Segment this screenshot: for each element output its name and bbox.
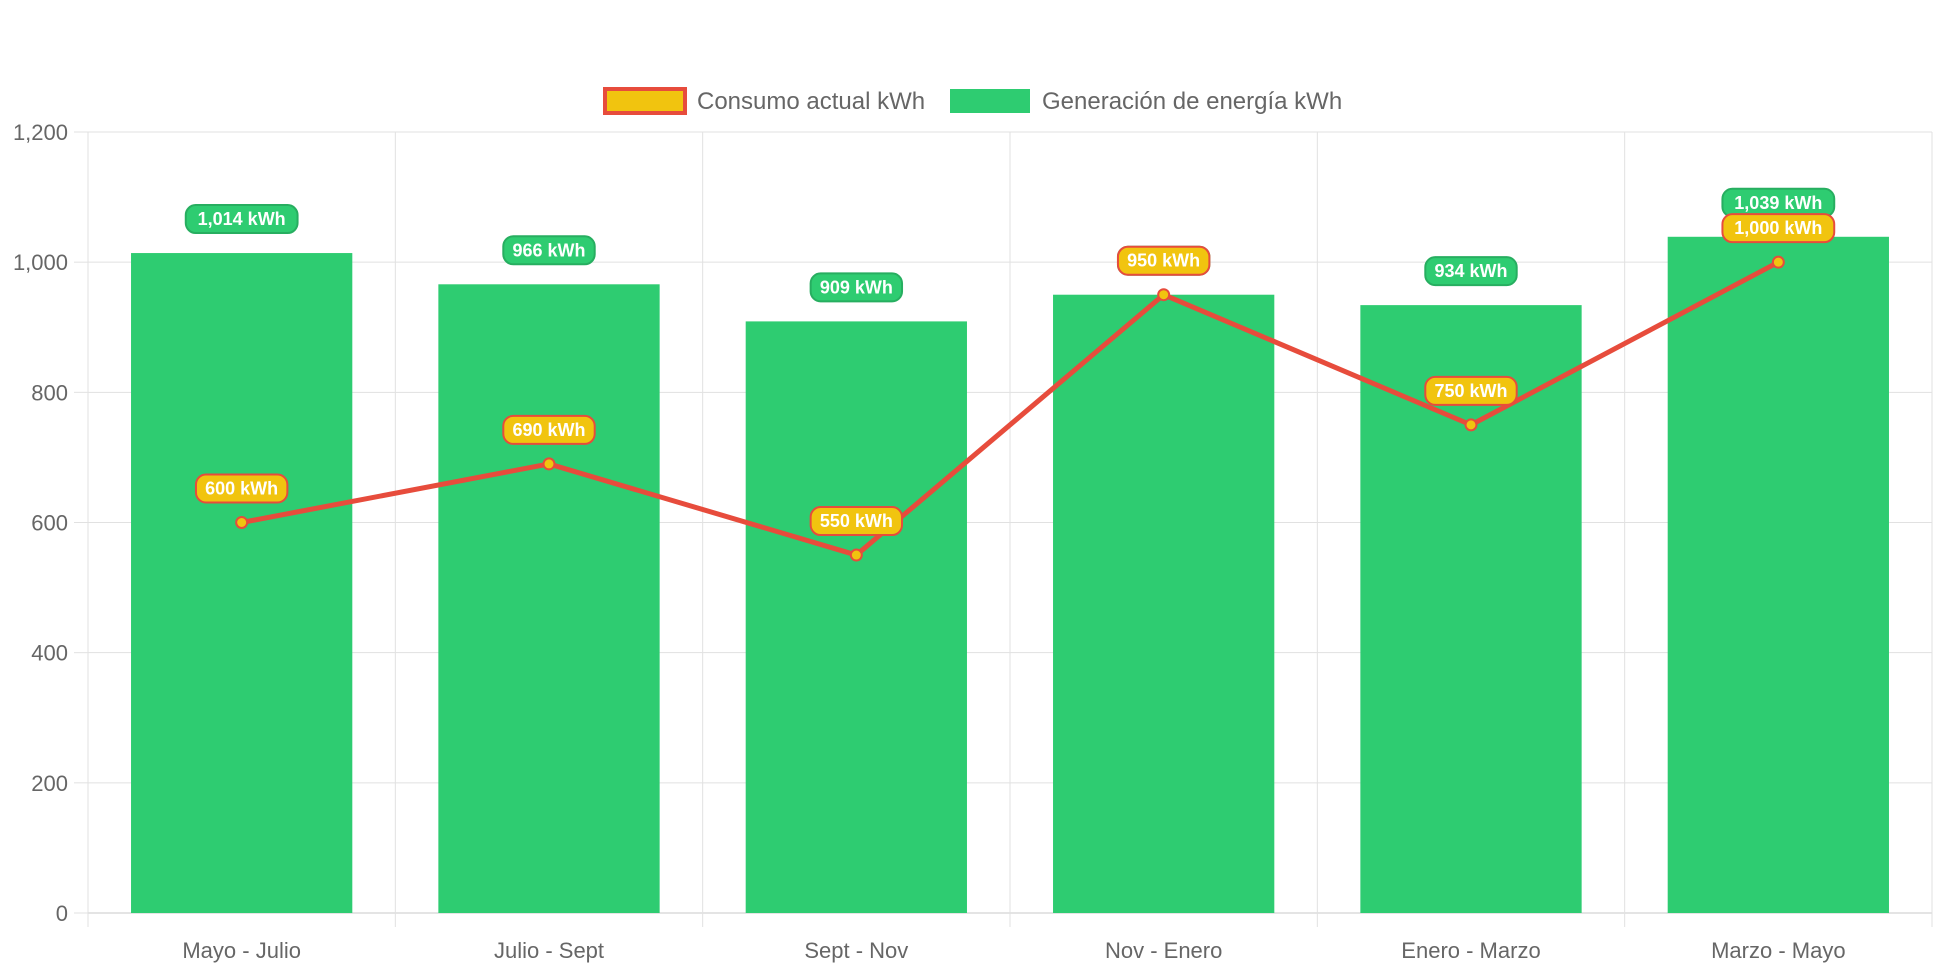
y-tick-label: 1,000 xyxy=(13,250,68,275)
line-point xyxy=(235,516,249,529)
line-data-label: 950 kWh xyxy=(1127,251,1200,271)
bar-data-label-bg xyxy=(1424,256,1518,287)
x-tick-label: Enero - Marzo xyxy=(1401,938,1540,963)
x-tick-label: Marzo - Mayo xyxy=(1711,938,1845,963)
line-point xyxy=(1771,255,1785,269)
bar-series xyxy=(131,236,1889,914)
line-point xyxy=(1157,288,1171,302)
bar-data-label: 934 kWh xyxy=(1434,261,1507,281)
line-data-label-bg xyxy=(194,473,289,504)
bar xyxy=(1360,305,1582,913)
legend-swatch-consumo xyxy=(603,87,687,115)
y-tick-label: 1,200 xyxy=(13,120,68,145)
bar-data-label-bg xyxy=(184,204,299,235)
line-data-label-bg xyxy=(1721,213,1836,244)
y-tick-label: 200 xyxy=(31,771,68,796)
line-series xyxy=(235,255,1785,562)
legend-label-consumo: Consumo actual kWh xyxy=(697,88,925,115)
line-data-label: 750 kWh xyxy=(1434,381,1507,401)
legend-swatch-generacion xyxy=(950,89,1030,113)
line-point xyxy=(849,548,863,562)
line-data-label-bg xyxy=(502,414,596,445)
bar xyxy=(1053,294,1275,913)
line-point xyxy=(542,457,556,471)
line-data-label: 1,000 kWh xyxy=(1734,218,1822,238)
grid-lines xyxy=(74,131,1933,927)
bar xyxy=(745,321,967,914)
bar-data-label: 966 kWh xyxy=(512,240,585,260)
line-data-label: 550 kWh xyxy=(820,511,893,531)
x-tick-label: Nov - Enero xyxy=(1105,938,1222,963)
axes: 0 200 400 600 800 1,000 1,200 Mayo - Julio Julio… xyxy=(13,120,1846,963)
data-labels: 1,014 kWh 966 kWh 909 kWh 950 kWh 934 kWh 1,0… xyxy=(184,187,1836,537)
line-data-label-bg xyxy=(809,506,904,537)
x-tick-label: Sept - Nov xyxy=(804,938,908,963)
y-tick-label: 0 xyxy=(56,901,68,926)
bar-data-label: 1,039 kWh xyxy=(1734,193,1822,213)
bar-data-label: 1,014 kWh xyxy=(198,209,286,229)
consumption-line xyxy=(241,259,1780,558)
legend: Consumo actual kWh Generación de energía … xyxy=(603,87,1342,115)
bar-data-label-bg xyxy=(809,272,904,303)
line-data-label: 690 kWh xyxy=(512,420,585,440)
y-tick-label: 800 xyxy=(31,380,68,405)
bar-data-label-bg xyxy=(502,235,596,266)
y-tick-label: 400 xyxy=(31,641,68,666)
line-data-label: 600 kWh xyxy=(205,479,278,499)
y-tick-label: 600 xyxy=(31,511,68,536)
legend-label-generacion: Generación de energía kWh xyxy=(1042,88,1342,115)
line-data-label-bg xyxy=(1424,375,1518,406)
x-tick-label: Mayo - Julio xyxy=(182,938,301,963)
x-tick-label: Julio - Sept xyxy=(494,938,604,963)
bar xyxy=(131,253,353,913)
bar xyxy=(1667,236,1889,913)
bar xyxy=(438,284,660,913)
line-data-label-bg xyxy=(1116,245,1211,276)
bar-data-label: 909 kWh xyxy=(820,277,893,297)
line-point xyxy=(1464,418,1478,432)
